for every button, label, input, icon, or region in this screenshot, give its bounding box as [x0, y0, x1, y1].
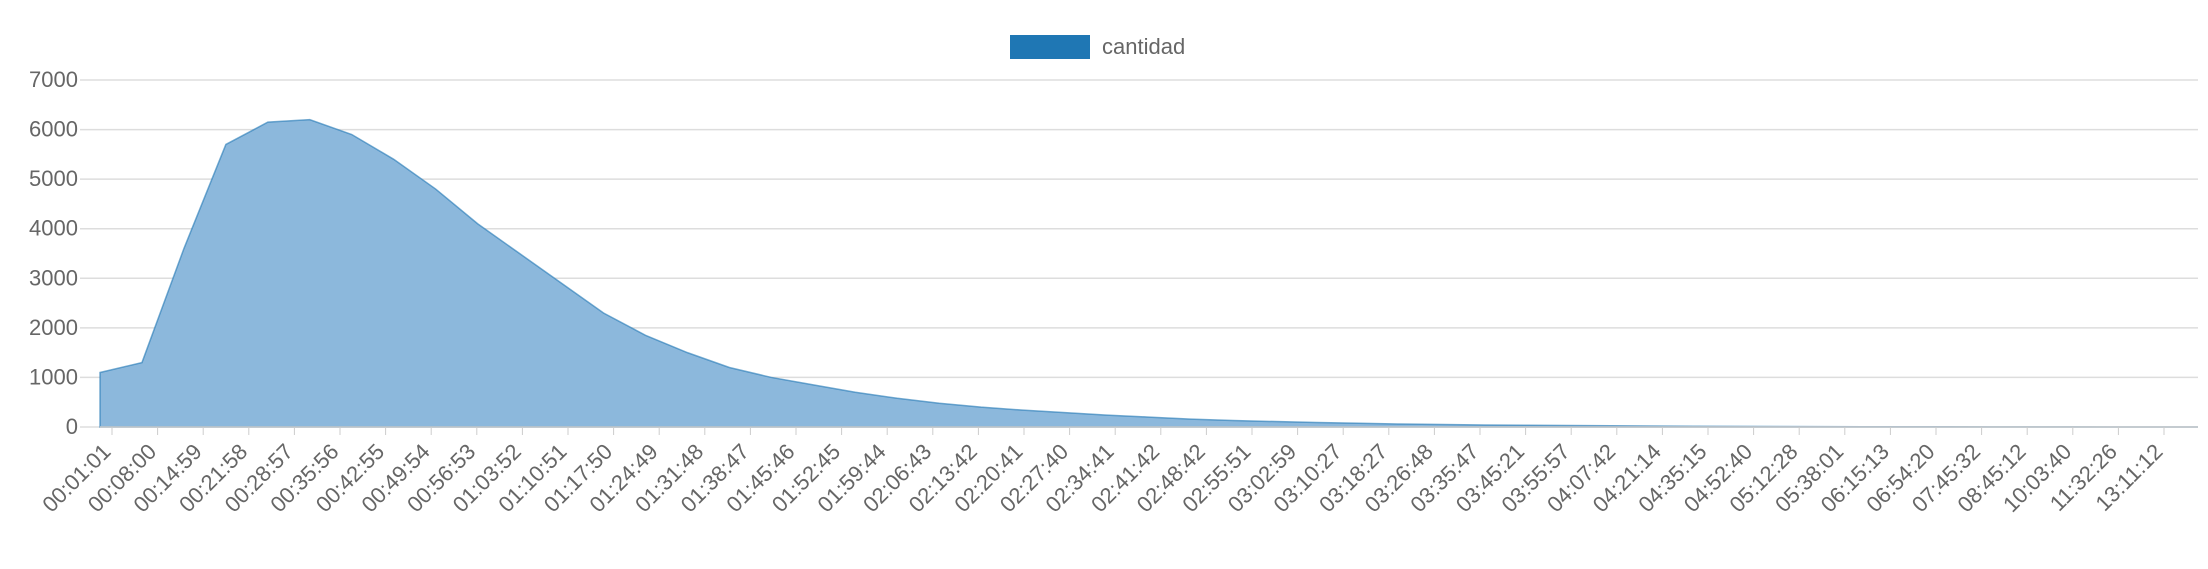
y-tick-label: 3000 [29, 265, 78, 290]
legend-swatch [1010, 35, 1090, 59]
y-tick-label: 4000 [29, 216, 78, 241]
legend-label: cantidad [1102, 34, 1186, 59]
y-tick-label: 2000 [29, 315, 78, 340]
y-tick-label: 6000 [29, 117, 78, 142]
y-tick-label: 0 [66, 414, 78, 439]
legend[interactable]: cantidad [1010, 34, 1185, 60]
y-tick-label: 1000 [29, 364, 78, 389]
y-tick-label: 5000 [29, 166, 78, 191]
y-tick-label: 7000 [29, 67, 78, 92]
series-area-cantidad [99, 118, 2199, 428]
